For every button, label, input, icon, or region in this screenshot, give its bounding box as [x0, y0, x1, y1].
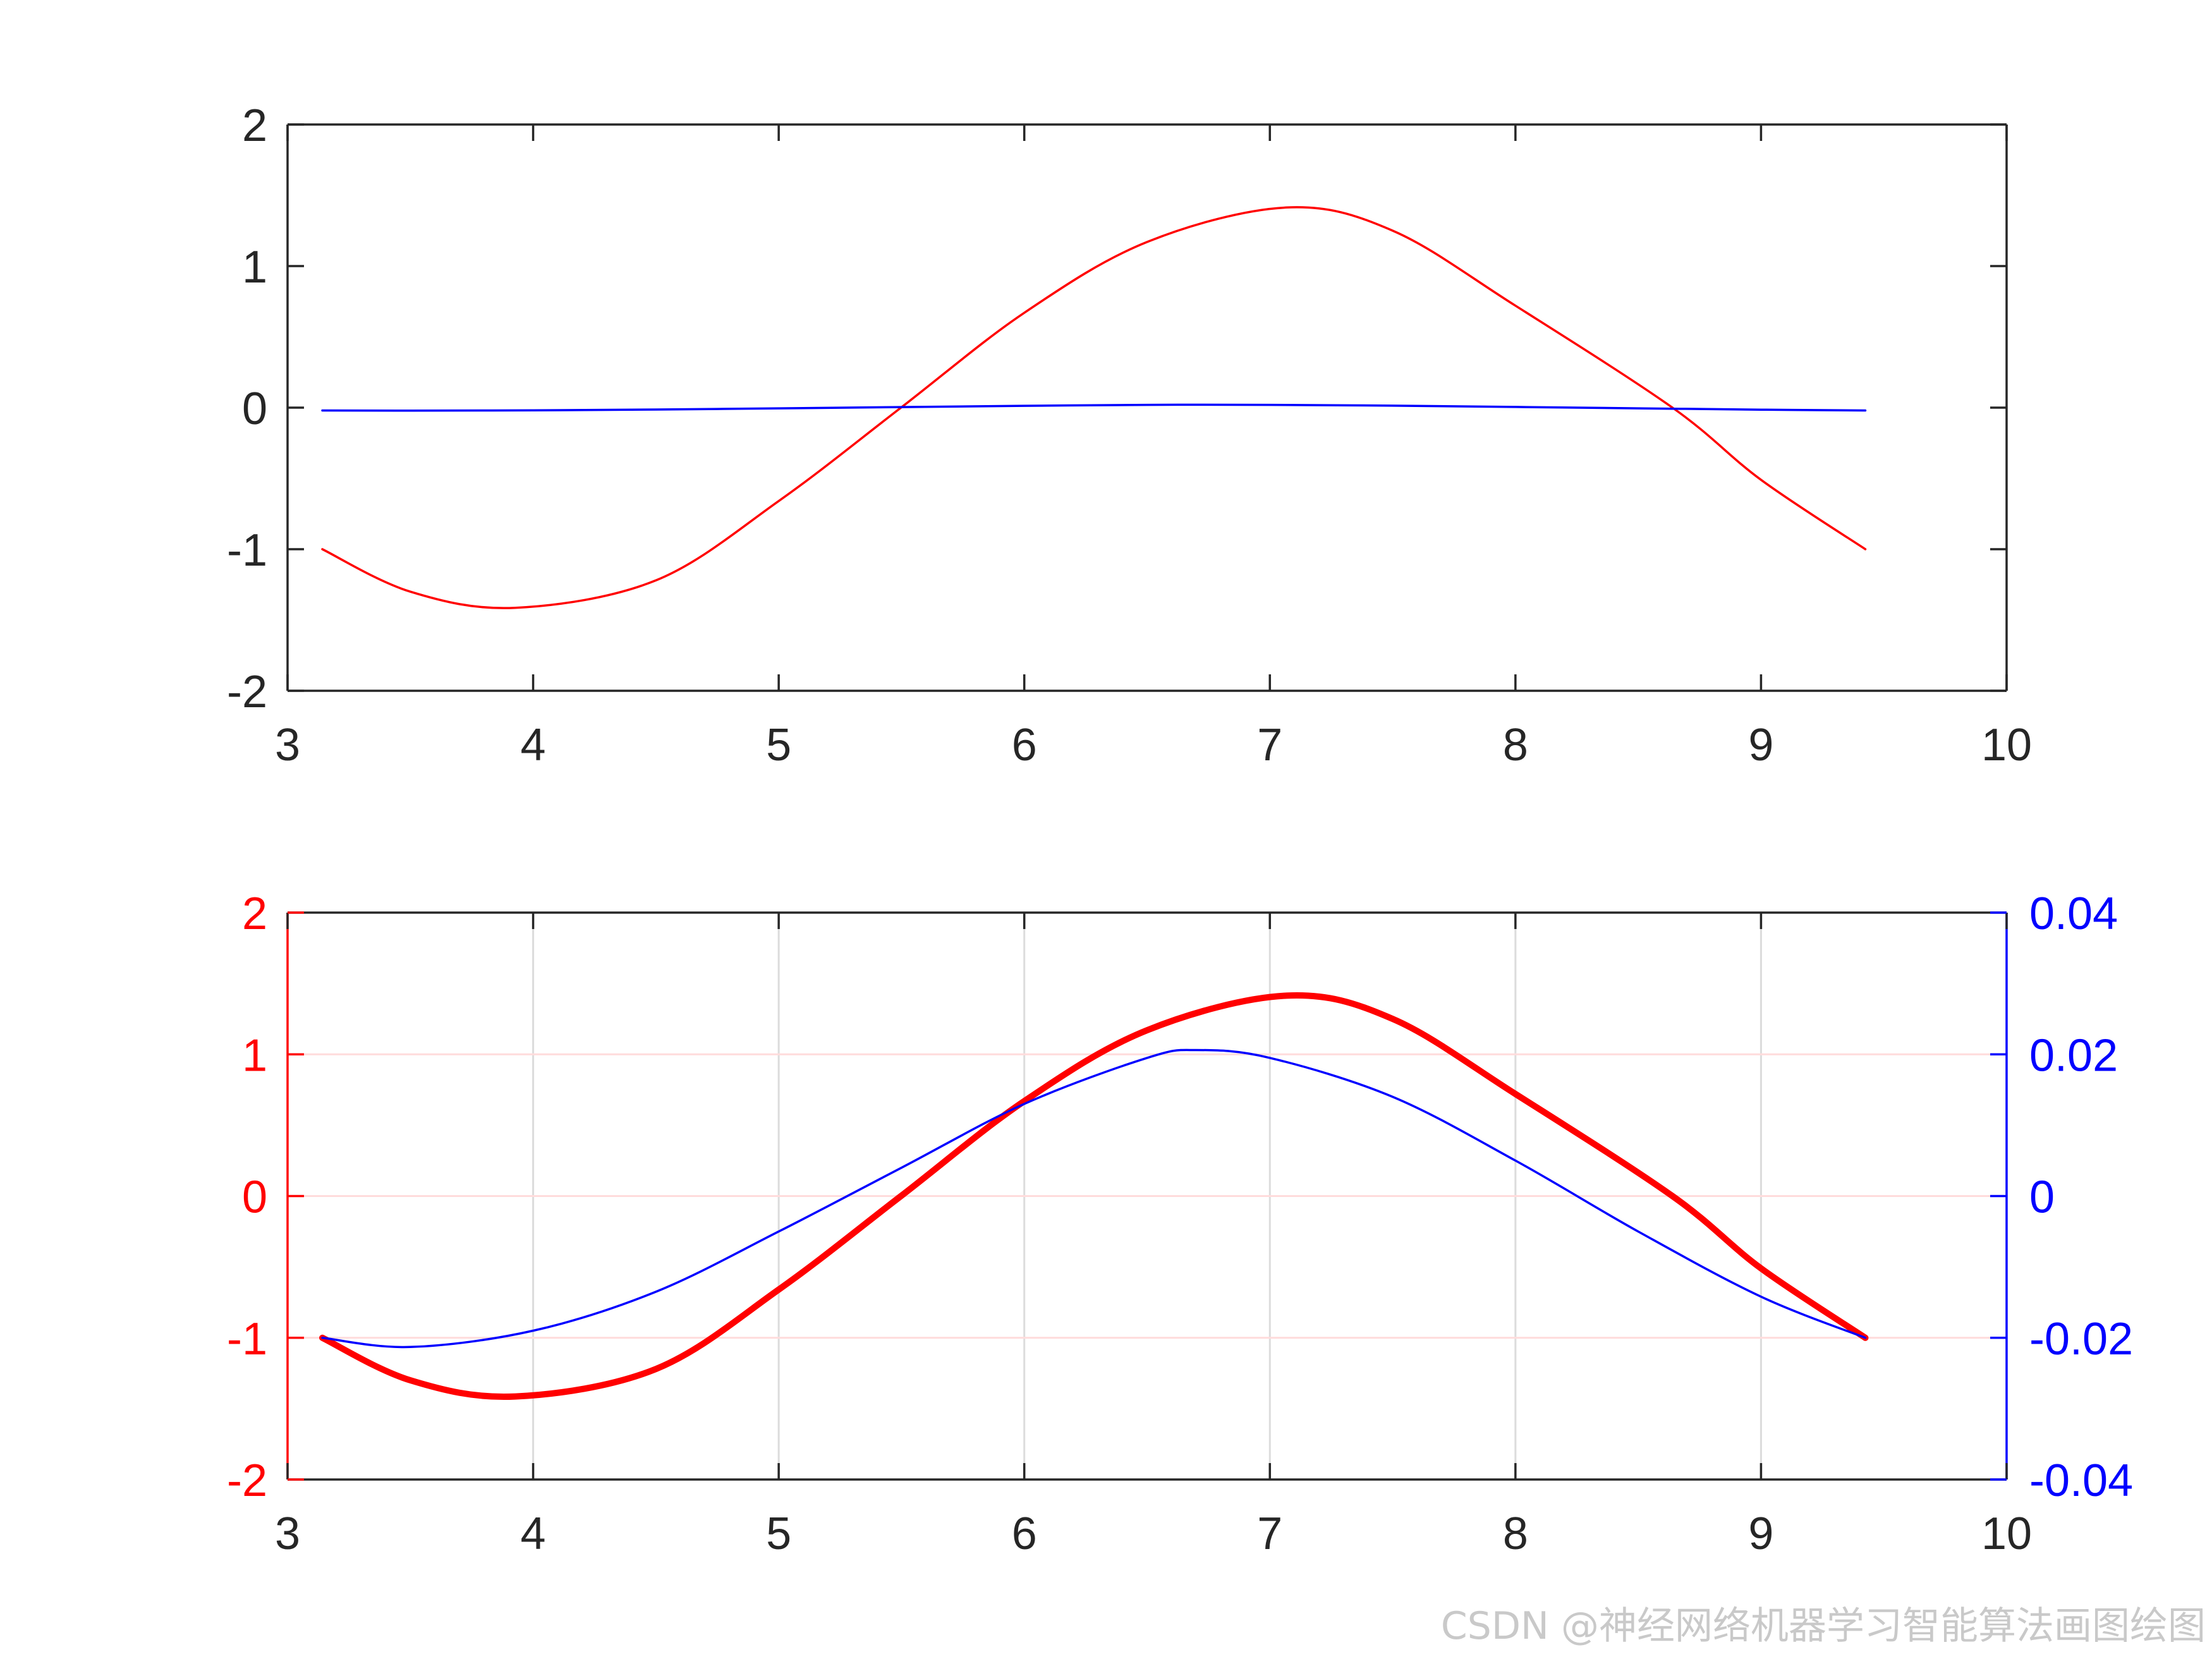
y-tick-label-left: -2 — [227, 1455, 267, 1506]
y-tick-label-left: -1 — [227, 1314, 267, 1364]
y-tick-label-left: 1 — [242, 1030, 267, 1081]
x-tick-label: 10 — [1981, 1509, 2032, 1559]
y-tick-label-right: -0.02 — [2029, 1314, 2133, 1364]
blue-series-line — [321, 1048, 1867, 1349]
y-tick-label-right: 0 — [2029, 1172, 2055, 1223]
x-tick-label: 4 — [521, 720, 546, 770]
y-tick-label-left: 1 — [242, 242, 267, 293]
x-tick-label: 8 — [1503, 720, 1528, 770]
watermark: CSDN @神经网络机器学习智能算法画图绘图 — [1440, 1604, 2206, 1648]
x-tick-label: 8 — [1503, 1509, 1528, 1559]
x-tick-label: 7 — [1257, 720, 1282, 770]
y-tick-label-left: -1 — [227, 525, 267, 576]
x-tick-label: 7 — [1257, 1509, 1282, 1559]
x-tick-label: 3 — [275, 720, 300, 770]
red-series-line — [319, 992, 1869, 1401]
y-tick-label-right: 0.02 — [2029, 1030, 2118, 1081]
y-tick-label-right: -0.04 — [2029, 1455, 2133, 1506]
y-tick-label-left: 0 — [242, 384, 267, 434]
x-tick-label: 3 — [275, 1509, 300, 1559]
red-series-line — [321, 206, 1867, 609]
x-tick-label: 5 — [766, 720, 791, 770]
y-tick-label-left: 2 — [242, 100, 267, 151]
y-tick-label-right: 0.04 — [2029, 889, 2118, 939]
y-tick-label-left: 0 — [242, 1172, 267, 1223]
blue-series-line — [321, 403, 1867, 412]
x-tick-label: 5 — [766, 1509, 791, 1559]
bottom-plot: 3 4 5 6 7 8 9 10 -2 -1 0 1 2 -0.04 -0.02 0 0.02 0.04 — [227, 889, 2133, 1559]
x-tick-label: 6 — [1012, 720, 1037, 770]
x-tick-label: 4 — [521, 1509, 546, 1559]
top-plot: 3 4 5 6 7 8 9 10 -2 -1 0 1 2 — [227, 100, 2032, 770]
y-tick-label-left: 2 — [242, 889, 267, 939]
y-tick-label-left: -2 — [227, 667, 267, 717]
x-tick-label: 9 — [1748, 1509, 1773, 1559]
x-tick-label: 6 — [1012, 1509, 1037, 1559]
x-tick-label: 10 — [1981, 720, 2032, 770]
x-tick-label: 9 — [1748, 720, 1773, 770]
